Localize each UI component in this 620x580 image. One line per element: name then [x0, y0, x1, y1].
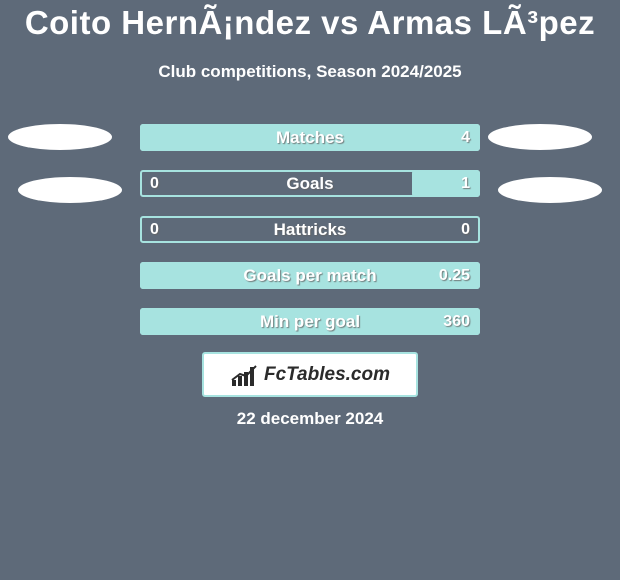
player-left-ellipse-1 — [8, 124, 112, 150]
page-subtitle: Club competitions, Season 2024/2025 — [0, 62, 620, 82]
stat-row-label: Goals per match — [140, 266, 480, 286]
player-right-ellipse-2 — [498, 177, 602, 203]
stat-row-value-right: 0 — [461, 221, 470, 239]
stat-row: Hattricks0 0 — [140, 216, 480, 243]
stat-row: Min per goal360 — [140, 308, 480, 335]
brand-box: FcTables.com — [202, 352, 418, 397]
bar-chart-icon — [230, 364, 258, 386]
date-text: 22 december 2024 — [0, 409, 620, 429]
stat-row-value-left: 0 — [150, 175, 159, 193]
stat-row-value-left: 0 — [150, 221, 159, 239]
stat-row-label: Goals — [140, 174, 480, 194]
brand-text: FcTables.com — [264, 364, 390, 386]
stat-row: Goals0 1 — [140, 170, 480, 197]
stat-row-value-right: 360 — [443, 313, 470, 331]
stat-row-label: Hattricks — [140, 220, 480, 240]
player-left-ellipse-2 — [18, 177, 122, 203]
stat-row: Matches4 — [140, 124, 480, 151]
page-title: Coito HernÃ¡ndez vs Armas LÃ³pez — [0, 4, 620, 42]
player-right-ellipse-1 — [488, 124, 592, 150]
stat-row: Goals per match0.25 — [140, 262, 480, 289]
stat-row-label: Matches — [140, 128, 480, 148]
stat-row-value-right: 4 — [461, 129, 470, 147]
stat-row-value-right: 1 — [461, 175, 470, 193]
stat-row-value-right: 0.25 — [439, 267, 470, 285]
stat-row-label: Min per goal — [140, 312, 480, 332]
